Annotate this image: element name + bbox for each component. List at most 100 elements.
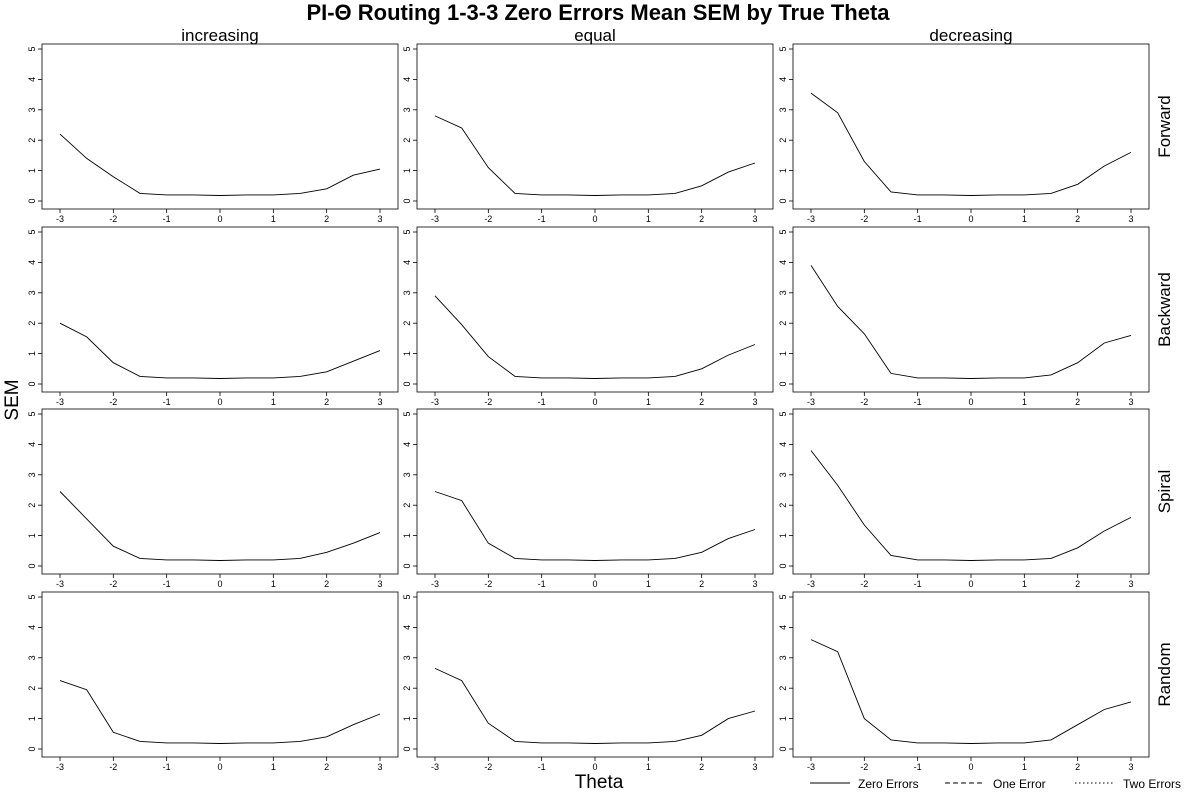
y-tick-label: 0 [27, 198, 37, 203]
y-tick-label: 5 [402, 229, 412, 234]
y-tick-label: 4 [27, 77, 37, 82]
x-tick-label: -2 [484, 214, 492, 224]
y-tick-label: 4 [27, 442, 37, 447]
x-tick-label: -3 [56, 214, 64, 224]
y-tick-label: 4 [778, 442, 788, 447]
series-line-zero-errors [810, 450, 1132, 561]
x-tick-label: -1 [914, 762, 922, 772]
legend: Zero Errors One Error Two Errors [810, 777, 1181, 791]
y-tick-label: 1 [27, 716, 37, 721]
y-tick-label: 2 [778, 686, 788, 691]
x-tick-label: -1 [538, 762, 546, 772]
column-title-equal: equal [574, 26, 616, 45]
panel-backward-increasing: -3 -2 -1 0 1 2 3 0 1 2 3 4 5 [27, 226, 399, 407]
x-tick-label: 3 [1128, 762, 1133, 772]
y-tick-label: 2 [778, 503, 788, 508]
y-tick-label: 0 [402, 381, 412, 386]
row-title-spiral: Spiral [1155, 470, 1174, 513]
x-tick-label: -2 [860, 762, 868, 772]
y-tick-label: 5 [402, 411, 412, 416]
x-tick-label: -3 [56, 579, 64, 589]
y-tick-label: 5 [778, 46, 788, 51]
y-tick-label: 5 [27, 594, 37, 599]
x-tick-label: -2 [109, 397, 117, 407]
panel-random-decreasing: -3 -2 -1 0 1 2 3 0 1 2 3 4 5 [778, 591, 1150, 772]
y-tick-label: 1 [27, 168, 37, 173]
y-tick-label: 2 [778, 321, 788, 326]
y-tick-label: 0 [402, 198, 412, 203]
y-tick-label: 3 [402, 290, 412, 295]
y-tick-label: 5 [402, 46, 412, 51]
y-tick-label: 5 [27, 229, 37, 234]
y-tick-label: 3 [778, 107, 788, 112]
legend-label-zero-errors: Zero Errors [858, 777, 919, 791]
row-title-forward: Forward [1155, 95, 1174, 157]
x-tick-label: 1 [271, 397, 276, 407]
y-tick-label: 0 [778, 381, 788, 386]
y-tick-label: 3 [402, 472, 412, 477]
y-tick-label: 4 [402, 625, 412, 630]
panel-frame [41, 591, 399, 758]
y-tick-label: 3 [402, 655, 412, 660]
y-tick-label: 0 [27, 563, 37, 568]
y-tick-label: 1 [27, 533, 37, 538]
panel-spiral-decreasing: -3 -2 -1 0 1 2 3 0 1 2 3 4 5 [778, 408, 1150, 589]
x-tick-label: 3 [752, 214, 757, 224]
legend-label-two-errors: Two Errors [1123, 777, 1181, 791]
panel-frame [41, 43, 399, 210]
x-tick-label: 1 [646, 397, 651, 407]
x-tick-label: 2 [324, 397, 329, 407]
y-tick-label: 2 [402, 503, 412, 508]
x-tick-label: -1 [538, 579, 546, 589]
x-tick-label: 1 [271, 762, 276, 772]
x-tick-label: 3 [377, 397, 382, 407]
y-tick-label: 3 [778, 655, 788, 660]
y-tick-label: 4 [27, 260, 37, 265]
y-tick-label: 4 [402, 260, 412, 265]
series-line-zero-errors [810, 265, 1132, 379]
panel-spiral-equal: -3 -2 -1 0 1 2 3 0 1 2 3 4 5 [402, 408, 774, 589]
x-tick-label: -3 [431, 579, 439, 589]
x-tick-label: -3 [56, 762, 64, 772]
y-tick-label: 0 [27, 381, 37, 386]
x-tick-label: 0 [968, 214, 973, 224]
x-tick-label: 0 [217, 579, 222, 589]
series-line-zero-errors [59, 322, 381, 379]
x-tick-label: 1 [271, 214, 276, 224]
panel-frame [41, 408, 399, 575]
x-tick-label: 3 [377, 579, 382, 589]
x-tick-label: -3 [807, 397, 815, 407]
x-tick-label: 2 [324, 579, 329, 589]
x-tick-label: -2 [484, 579, 492, 589]
x-tick-label: 0 [968, 762, 973, 772]
column-title-increasing: increasing [181, 26, 259, 45]
y-tick-label: 2 [27, 503, 37, 508]
x-tick-label: 3 [1128, 579, 1133, 589]
x-tick-label: -2 [109, 579, 117, 589]
series-line-zero-errors [810, 92, 1132, 196]
x-tick-label: 0 [592, 397, 597, 407]
x-tick-label: -1 [163, 579, 171, 589]
series-line-zero-errors [434, 115, 756, 196]
x-tick-label: -3 [807, 762, 815, 772]
y-tick-label: 3 [27, 655, 37, 660]
panel-frame [792, 408, 1150, 575]
x-tick-label: -3 [56, 397, 64, 407]
x-tick-label: 2 [1075, 762, 1080, 772]
x-tick-label: 0 [968, 397, 973, 407]
series-line-zero-errors [59, 491, 381, 561]
x-tick-label: -1 [163, 762, 171, 772]
y-tick-label: 2 [402, 321, 412, 326]
x-tick-label: 0 [217, 214, 222, 224]
x-tick-label: 2 [324, 214, 329, 224]
y-tick-label: 5 [402, 594, 412, 599]
y-tick-label: 4 [778, 625, 788, 630]
x-tick-label: 1 [646, 214, 651, 224]
x-tick-label: 2 [699, 579, 704, 589]
x-tick-label: 2 [324, 762, 329, 772]
y-tick-label: 3 [778, 290, 788, 295]
y-tick-label: 0 [778, 563, 788, 568]
panel-random-increasing: -3 -2 -1 0 1 2 3 0 1 2 3 4 5 [27, 591, 399, 772]
x-tick-label: 0 [592, 579, 597, 589]
x-tick-label: 2 [699, 397, 704, 407]
